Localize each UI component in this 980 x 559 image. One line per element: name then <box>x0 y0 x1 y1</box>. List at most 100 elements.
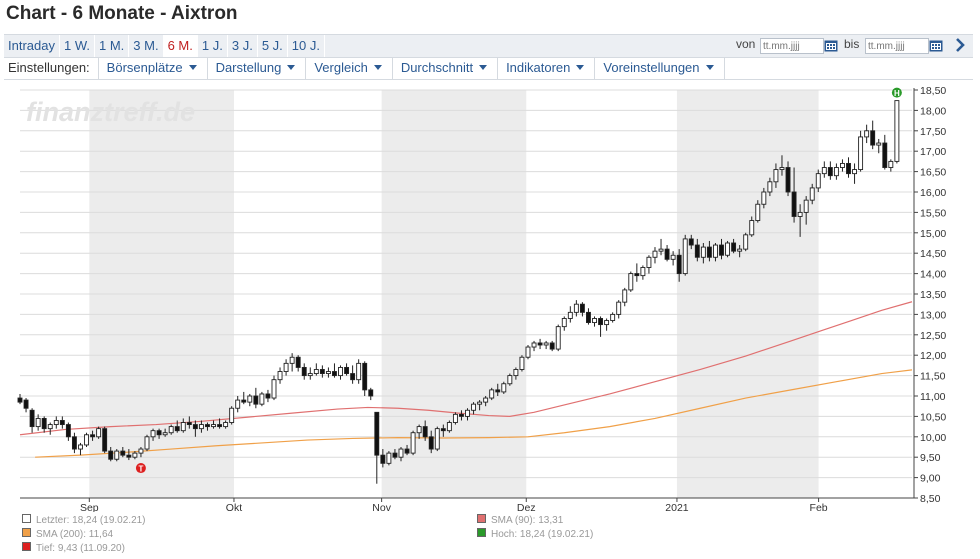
settings-menu-label: Indikatoren <box>506 60 571 75</box>
legend-item: Tief: 9,43 (11.09.20) <box>22 542 125 556</box>
candle-body <box>410 432 416 454</box>
candle-body <box>428 436 434 450</box>
legend-text: SMA (200): 11,64 <box>36 529 114 540</box>
caret-down-icon <box>705 65 714 70</box>
candle-body <box>713 244 718 258</box>
candle-body <box>567 311 573 319</box>
candle-body <box>96 428 102 438</box>
candle-body <box>132 452 138 458</box>
y-tick-label: 12,50 <box>920 330 946 342</box>
legend-text: Tief: 9,43 (11.09.20) <box>36 543 125 554</box>
candlestick-chart: finanztreff.de 18,50 18,00 17,50 17,00 16,50 1… <box>17 85 946 512</box>
legend-text: SMA (90): 13,31 <box>491 515 564 526</box>
candle-body <box>446 422 452 432</box>
candle-body <box>658 248 664 252</box>
candle-body <box>852 169 857 175</box>
candle-body <box>120 450 126 456</box>
candle-body <box>676 254 682 275</box>
range-tab[interactable]: 1 J. <box>198 35 228 57</box>
candle-body <box>646 256 652 268</box>
candle-body <box>259 393 265 405</box>
candle-body <box>489 389 495 399</box>
range-tab[interactable]: 3 J. <box>228 35 258 57</box>
candle-body <box>416 426 422 434</box>
to-date-input[interactable] <box>865 38 929 54</box>
range-tab[interactable]: 1 M. <box>95 35 130 57</box>
y-tick-label: 15,00 <box>920 228 946 240</box>
candle-body <box>525 346 531 358</box>
candle-body <box>471 403 477 411</box>
settings-menu-label: Voreinstellungen <box>603 60 700 75</box>
range-tab[interactable]: Intraday <box>4 35 60 57</box>
legend-swatch <box>477 528 486 537</box>
candle-body <box>350 373 356 381</box>
candle-body <box>332 371 337 377</box>
x-tick-label: Nov <box>372 502 391 512</box>
settings-menu-item[interactable]: Darstellung <box>208 57 307 79</box>
candle-body <box>253 395 259 405</box>
candle-body <box>29 409 35 428</box>
x-tick-label: 2021 <box>665 502 689 512</box>
candle-body <box>670 254 676 260</box>
y-tick-label: 10,00 <box>920 432 946 444</box>
calendar-icon[interactable] <box>824 39 838 52</box>
chevron-right-icon[interactable] <box>953 37 967 53</box>
caret-down-icon <box>576 65 585 70</box>
candle-body <box>761 191 767 205</box>
from-date-input[interactable] <box>760 38 824 54</box>
candle-body <box>840 162 845 168</box>
calendar-icon[interactable] <box>929 39 943 52</box>
y-tick-label: 17,00 <box>920 146 946 158</box>
candle-body <box>368 389 374 397</box>
settings-menu-item[interactable]: Vergleich <box>306 57 393 79</box>
range-toolbar: Intraday 1 W. 1 M. 3 M. 6 M. 1 J. 3 J. 5 J. 10 J… <box>4 34 973 58</box>
legend-item: SMA (200): 11,64 <box>22 528 113 542</box>
candle-body <box>586 311 591 324</box>
candle-body <box>47 424 53 430</box>
settings-menu-item[interactable]: Voreinstellungen <box>595 57 725 79</box>
candle-body <box>168 426 174 434</box>
candle-body <box>640 267 646 277</box>
legend-text: Hoch: 18,24 (19.02.21) <box>491 529 594 540</box>
candle-body <box>531 342 537 348</box>
caret-down-icon <box>479 65 488 70</box>
settings-menu-item[interactable]: Indikatoren <box>498 57 596 79</box>
candle-body <box>767 181 773 193</box>
candle-body <box>156 430 162 436</box>
candle-body <box>507 375 513 385</box>
candle-body <box>700 246 706 258</box>
candle-body <box>573 303 579 313</box>
candle-body <box>452 413 458 423</box>
candle-body <box>53 420 59 426</box>
range-tab[interactable]: 10 J. <box>288 35 325 57</box>
candle-body <box>307 373 313 377</box>
candle-body <box>803 199 809 213</box>
y-tick-label: 18,00 <box>920 105 946 117</box>
candle-body <box>465 409 470 417</box>
range-tab[interactable]: 6 M. <box>163 35 198 57</box>
candle-body <box>616 301 622 315</box>
high-marker <box>891 87 902 98</box>
candle-body <box>59 420 65 426</box>
range-tab[interactable]: 3 M. <box>129 35 164 57</box>
candle-body <box>78 444 83 450</box>
candle-body <box>344 366 350 375</box>
legend-text: Letzter: 18,24 (19.02.21) <box>36 515 146 526</box>
candle-body <box>519 356 525 370</box>
caret-down-icon <box>373 65 382 70</box>
range-tab[interactable]: 5 J. <box>258 35 288 57</box>
candle-body <box>797 211 803 217</box>
settings-menu-item[interactable]: Börsenplätze <box>99 57 208 79</box>
y-tick-label: 15,50 <box>920 207 946 219</box>
legend-swatch <box>22 542 31 551</box>
candle-body <box>65 424 71 438</box>
candle-body <box>610 313 616 321</box>
candle-body <box>483 397 489 403</box>
candle-body <box>150 430 156 438</box>
legend-swatch <box>477 514 486 523</box>
y-tick-label: 10,50 <box>920 411 946 423</box>
range-tab[interactable]: 1 W. <box>60 35 95 57</box>
settings-menu-item[interactable]: Durchschnitt <box>393 57 499 79</box>
candle-body <box>301 366 307 377</box>
candle-body <box>71 436 77 450</box>
